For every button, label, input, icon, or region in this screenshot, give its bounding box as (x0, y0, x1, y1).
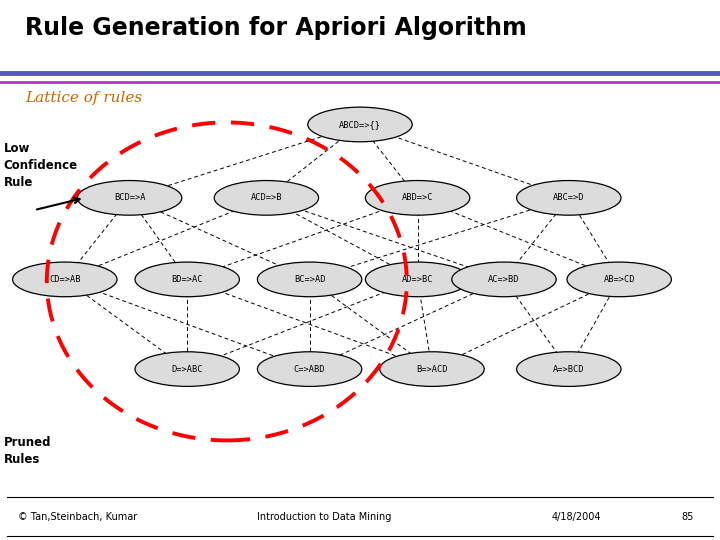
Text: ABCD=>{}: ABCD=>{} (339, 120, 381, 129)
Ellipse shape (215, 180, 318, 215)
Ellipse shape (452, 262, 556, 296)
Text: AB=>CD: AB=>CD (603, 275, 635, 284)
Text: BCD=>A: BCD=>A (114, 193, 145, 202)
Text: C=>ABD: C=>ABD (294, 364, 325, 374)
Text: AD=>BC: AD=>BC (402, 275, 433, 284)
Ellipse shape (258, 262, 362, 296)
Ellipse shape (380, 352, 484, 387)
Text: BC=>AD: BC=>AD (294, 275, 325, 284)
Text: AC=>BD: AC=>BD (488, 275, 520, 284)
Text: ABC=>D: ABC=>D (553, 193, 585, 202)
Text: 4/18/2004: 4/18/2004 (552, 512, 600, 522)
Text: ACD=>B: ACD=>B (251, 193, 282, 202)
Ellipse shape (135, 262, 239, 296)
Ellipse shape (365, 180, 469, 215)
Ellipse shape (78, 180, 181, 215)
Text: © Tan,Steinbach, Kumar: © Tan,Steinbach, Kumar (18, 512, 138, 522)
Text: Lattice of rules: Lattice of rules (25, 91, 143, 105)
Text: Pruned
Rules: Pruned Rules (4, 436, 51, 465)
Ellipse shape (135, 352, 239, 387)
Ellipse shape (517, 352, 621, 387)
Text: A=>BCD: A=>BCD (553, 364, 585, 374)
Text: ABD=>C: ABD=>C (402, 193, 433, 202)
Text: Rule Generation for Apriori Algorithm: Rule Generation for Apriori Algorithm (25, 16, 527, 40)
Text: Introduction to Data Mining: Introduction to Data Mining (257, 512, 391, 522)
Ellipse shape (517, 180, 621, 215)
Text: Low
Confidence
Rule: Low Confidence Rule (4, 141, 78, 189)
Text: CD=>AB: CD=>AB (49, 275, 81, 284)
Ellipse shape (13, 262, 117, 296)
Text: B=>ACD: B=>ACD (416, 364, 448, 374)
Text: BD=>AC: BD=>AC (171, 275, 203, 284)
Text: 85: 85 (681, 512, 694, 522)
Text: D=>ABC: D=>ABC (171, 364, 203, 374)
Ellipse shape (258, 352, 362, 387)
Ellipse shape (365, 262, 469, 296)
Ellipse shape (307, 107, 412, 142)
Ellipse shape (567, 262, 672, 296)
